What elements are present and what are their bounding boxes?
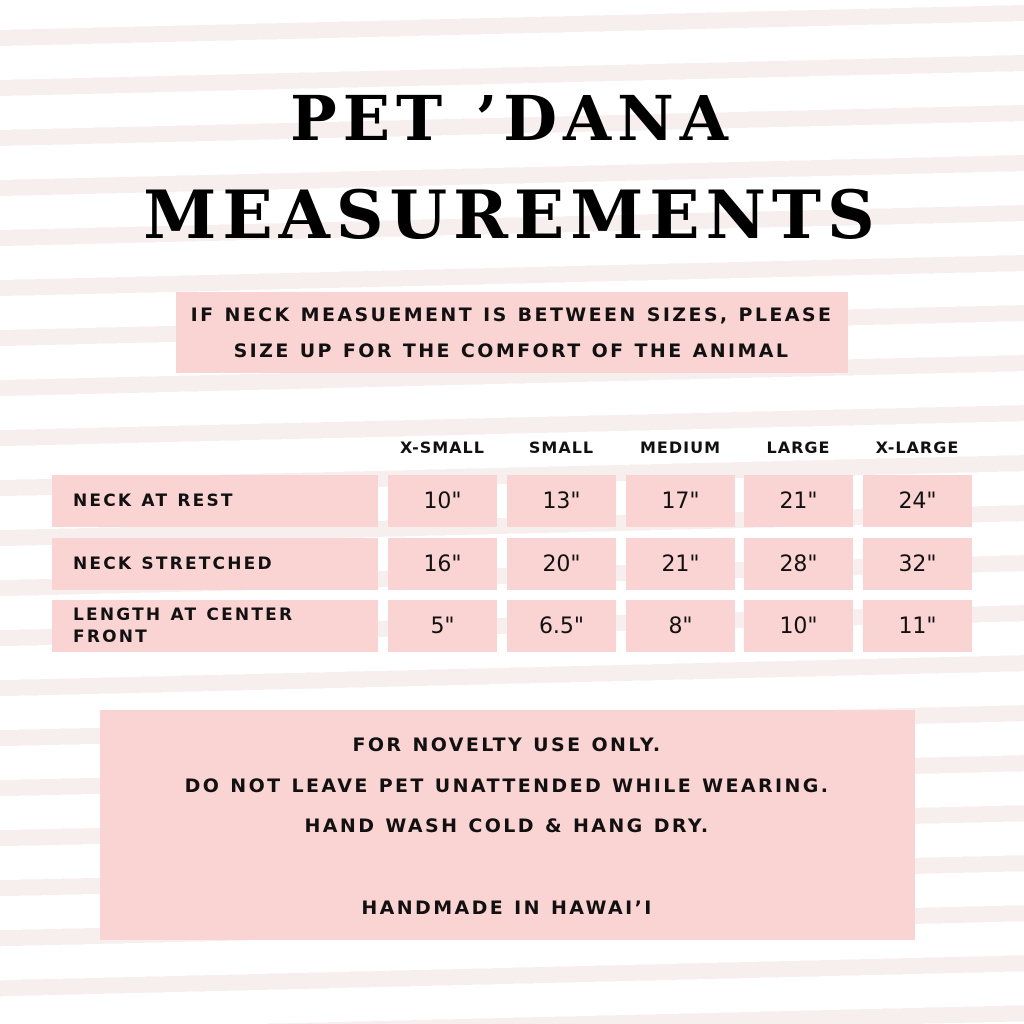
table-cell: 11": [863, 600, 972, 652]
table-cell: 24": [863, 475, 972, 527]
table-cell: 17": [626, 475, 735, 527]
care-line-3: HAND WASH COLD & HANG DRY.: [304, 815, 711, 837]
care-box: FOR NOVELTY USE ONLY. DO NOT LEAVE PET U…: [100, 710, 915, 940]
note-line-1: IF NECK MEASUEMENT IS BETWEEN SIZES, PLE…: [190, 303, 834, 326]
row-label: NECK AT REST: [52, 475, 378, 527]
care-line-4: HANDMADE IN HAWAI’I: [361, 897, 654, 919]
title-line-2: MEASUREMENTS: [143, 176, 881, 254]
table-cell: 5": [388, 600, 497, 652]
table-cell: 28": [744, 538, 853, 590]
row-label-text: NECK AT REST: [73, 491, 235, 511]
row-label: LENGTH AT CENTER FRONT: [52, 600, 378, 652]
title-line-1: PET ’DANA: [290, 82, 734, 155]
row-label-text: LENGTH AT CENTER FRONT: [73, 605, 295, 647]
table-cell: 21": [744, 475, 853, 527]
column-header: MEDIUM: [640, 438, 721, 457]
table-cell: 32": [863, 538, 972, 590]
note-line-2: SIZE UP FOR THE COMFORT OF THE ANIMAL: [233, 339, 791, 362]
sizing-note: IF NECK MEASUEMENT IS BETWEEN SIZES, PLE…: [176, 292, 848, 373]
row-label-text: NECK STRETCHED: [73, 554, 274, 574]
column-header: X-SMALL: [400, 438, 485, 457]
table-cell: 10": [388, 475, 497, 527]
row-label: NECK STRETCHED: [52, 538, 378, 590]
column-header: LARGE: [766, 438, 831, 457]
column-header: SMALL: [528, 438, 595, 457]
table-cell: 16": [388, 538, 497, 590]
table-cell: 13": [507, 475, 616, 527]
table-cell: 21": [626, 538, 735, 590]
table-cell: 6.5": [507, 600, 616, 652]
care-line-1: FOR NOVELTY USE ONLY.: [352, 734, 663, 756]
care-line-2: DO NOT LEAVE PET UNATTENDED WHILE WEARIN…: [184, 775, 831, 797]
table-cell: 20": [507, 538, 616, 590]
table-cell: 10": [744, 600, 853, 652]
column-header: X-LARGE: [875, 438, 960, 457]
table-cell: 8": [626, 600, 735, 652]
